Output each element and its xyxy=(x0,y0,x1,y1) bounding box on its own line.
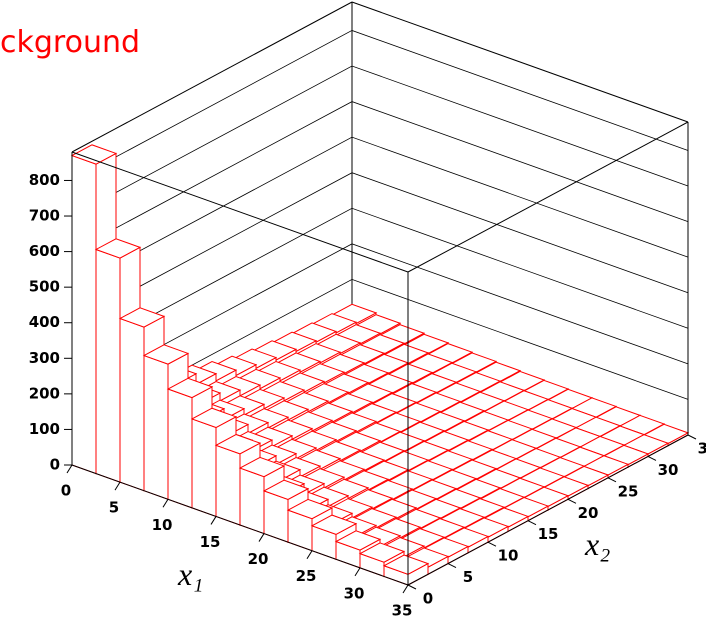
x-axis-line xyxy=(71,464,409,586)
z-tick-label: 100 xyxy=(29,420,60,438)
grid-line xyxy=(71,30,689,181)
x-tick xyxy=(162,499,169,508)
z-tick-label: 400 xyxy=(29,313,60,331)
x-tick xyxy=(306,550,313,559)
x-tick-label: 25 xyxy=(296,567,317,585)
y-tick-label: 20 xyxy=(578,504,599,522)
bar-face xyxy=(70,144,118,165)
y-tick xyxy=(687,434,697,440)
y-axis-title: x₂ xyxy=(584,526,610,562)
y-tick xyxy=(527,520,537,526)
bar-face xyxy=(191,418,217,518)
y-tick xyxy=(447,563,457,569)
x-tick-label: 35 xyxy=(392,602,413,620)
bar-face xyxy=(94,238,142,259)
x-tick xyxy=(258,533,265,542)
bar-face xyxy=(119,317,145,492)
z-tick-label: 300 xyxy=(29,349,60,367)
y-tick-label: 15 xyxy=(538,525,559,543)
y-tick-label: 25 xyxy=(618,482,639,500)
y-tick xyxy=(407,584,417,590)
z-tick-label: 600 xyxy=(29,242,60,260)
y-tick xyxy=(487,541,497,547)
chart-title: ckground xyxy=(0,25,140,60)
bar-face xyxy=(118,307,166,328)
y-tick-label: 5 xyxy=(463,568,473,586)
bar-face xyxy=(167,388,193,509)
z-tick-label: 0 xyxy=(50,456,60,474)
y-tick xyxy=(607,477,617,483)
bar-face xyxy=(214,434,262,455)
bar-face xyxy=(334,530,382,551)
y-tick-label: 35 xyxy=(698,440,706,458)
y-tick-label: 30 xyxy=(658,461,679,479)
bar-face xyxy=(382,554,430,575)
bar-face xyxy=(358,542,406,563)
grid-line xyxy=(71,136,689,288)
box-edge xyxy=(351,1,689,123)
y-axis-line xyxy=(407,434,689,586)
bar-face xyxy=(215,444,241,526)
x-tick-label: 20 xyxy=(248,550,269,568)
z-tick-label: 700 xyxy=(29,207,60,225)
x-axis-title: x₁ xyxy=(177,556,203,592)
x-tick-label: 30 xyxy=(344,584,365,602)
bar-face xyxy=(262,479,310,501)
x-tick xyxy=(114,481,121,491)
grid-line xyxy=(71,207,689,359)
x-tick xyxy=(210,516,217,525)
grid-line xyxy=(71,172,689,324)
bar-face xyxy=(166,377,214,399)
box-edge xyxy=(71,1,353,153)
grid-line xyxy=(71,101,689,252)
bar-face xyxy=(71,154,97,475)
x-tick xyxy=(354,567,361,577)
y-tick-label: 0 xyxy=(423,590,433,608)
x-tick-label: 0 xyxy=(61,482,71,500)
z-tick-label: 200 xyxy=(29,384,60,402)
z-tick-label: 800 xyxy=(29,171,60,189)
y-tick-label: 10 xyxy=(498,547,519,565)
y-tick xyxy=(647,455,657,461)
bar-face xyxy=(310,514,358,535)
z-tick-label: 500 xyxy=(29,278,60,296)
bar-face xyxy=(286,498,334,520)
bar-face xyxy=(95,248,121,483)
grid-line xyxy=(71,243,689,395)
y-tick xyxy=(567,498,577,504)
x-tick-label: 15 xyxy=(200,533,221,551)
box-edge xyxy=(407,121,689,273)
box-edge xyxy=(71,151,409,273)
x-tick xyxy=(402,584,409,594)
bars xyxy=(70,144,690,586)
bar-face xyxy=(190,407,238,429)
bar-face xyxy=(142,344,190,365)
x-tick xyxy=(66,464,73,474)
x-tick-label: 10 xyxy=(152,516,173,534)
bar-face xyxy=(238,456,286,478)
bar-face xyxy=(143,354,169,500)
bar-face xyxy=(239,467,265,535)
x-tick-label: 5 xyxy=(109,499,119,517)
grid-line xyxy=(71,65,689,217)
